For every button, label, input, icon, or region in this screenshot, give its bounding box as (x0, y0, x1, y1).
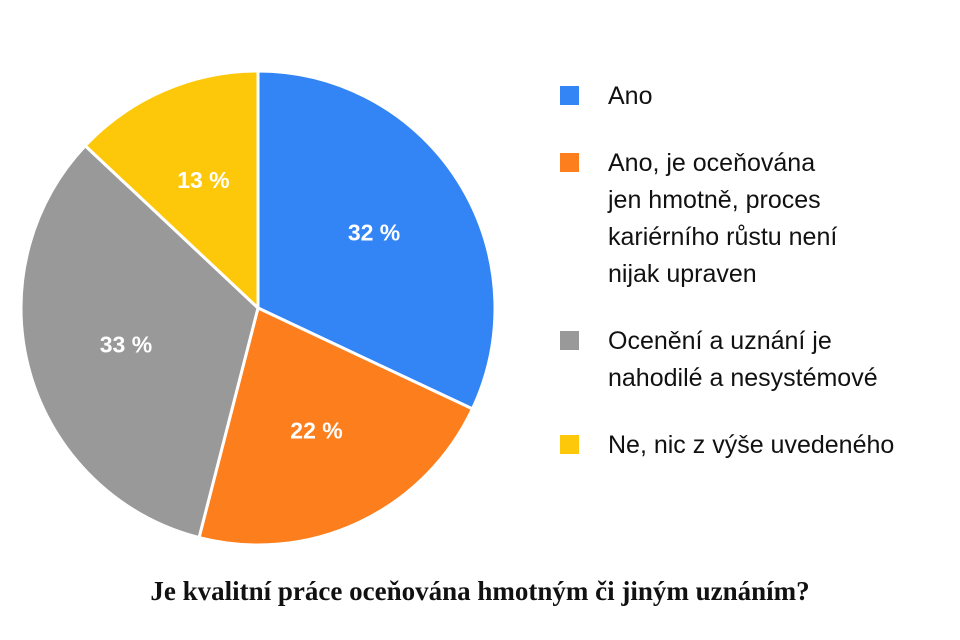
pie-slice-labels: 32 % 22 % 33 % 13 % (100, 167, 401, 444)
legend-swatch (560, 435, 579, 454)
pie-slice-3 (83, 69, 260, 310)
legend-item-ano: Ano (560, 78, 955, 115)
legend-swatch (560, 86, 579, 105)
legend-swatch (560, 331, 579, 350)
pie-slice-0 (256, 69, 497, 411)
pie-slice-1 (197, 306, 474, 547)
pie-slice-2 (19, 144, 260, 540)
legend-label: Ocenění a uznání je nahodilé a nesystémo… (608, 327, 878, 392)
pie-slices (19, 69, 497, 547)
legend-swatch (560, 153, 579, 172)
chart-title: Je kvalitní práce oceňována hmotným či j… (150, 576, 810, 606)
legend-item-nahodile: Ocenění a uznání je nahodilé a nesystémo… (560, 323, 955, 397)
slice-value-label-0: 32 % (348, 219, 400, 245)
slice-value-label-2: 33 % (100, 331, 152, 357)
legend-item-nic: Ne, nic z výše uvedeného (560, 427, 955, 464)
legend-label: Ne, nic z výše uvedeného (608, 431, 895, 459)
legend-label: Ano, je oceňována jen hmotně, proces kar… (608, 149, 838, 288)
slice-value-label-3: 13 % (177, 167, 229, 193)
slice-value-label-1: 22 % (290, 417, 342, 443)
legend-item-ano-hmotne: Ano, je oceňována jen hmotně, proces kar… (560, 145, 955, 293)
legend: Ano Ano, je oceňována jen hmotně, proces… (560, 78, 955, 494)
legend-label: Ano (608, 82, 653, 110)
